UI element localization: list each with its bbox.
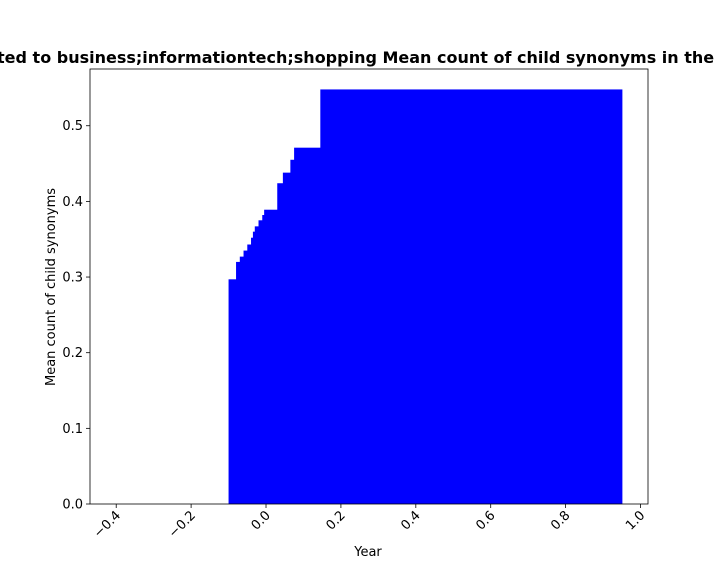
y-tick-label: 0.0 <box>62 498 83 513</box>
y-tick-label: 0.4 <box>62 195 83 210</box>
bar-series <box>228 89 623 505</box>
bar <box>277 183 284 505</box>
x-axis-label: Year <box>353 545 382 560</box>
y-tick-label: 0.2 <box>62 346 83 361</box>
bar <box>294 147 321 504</box>
y-axis: 0.0 0.1 0.2 0.3 0.4 0.5 <box>62 119 90 513</box>
bar <box>282 172 291 504</box>
bar <box>247 244 252 504</box>
x-tick-label: −0.2 <box>166 508 199 541</box>
plot-frame <box>89 68 649 505</box>
bar <box>243 250 248 504</box>
x-tick-label: 0.2 <box>324 508 349 533</box>
x-tick-label: 0.8 <box>548 508 573 533</box>
y-tick-label: 0.5 <box>62 119 83 134</box>
bar <box>258 220 263 505</box>
bar <box>239 256 245 504</box>
x-tick-label: 0.6 <box>473 508 498 533</box>
bar <box>262 215 265 504</box>
x-tick-label: 1.0 <box>623 508 648 533</box>
bar <box>251 237 254 504</box>
y-tick-label: 0.1 <box>62 422 83 437</box>
x-tick-label: −0.4 <box>91 508 124 541</box>
bar <box>290 159 295 504</box>
chart-title: Number of words related to business;info… <box>0 48 720 67</box>
y-tick-label: 0.3 <box>62 271 83 286</box>
bar <box>254 226 260 505</box>
bar <box>264 209 278 504</box>
x-tick-label: 0.4 <box>398 508 423 533</box>
bar <box>228 279 237 504</box>
x-axis: −0.4 −0.2 0.0 0.2 0.4 0.6 0.8 1.0 <box>91 504 648 541</box>
bar <box>236 261 241 504</box>
bar <box>252 231 256 504</box>
x-tick-label: 0.0 <box>249 508 274 533</box>
y-axis-label: Mean count of child synonyms <box>44 188 59 386</box>
bar <box>320 89 623 505</box>
